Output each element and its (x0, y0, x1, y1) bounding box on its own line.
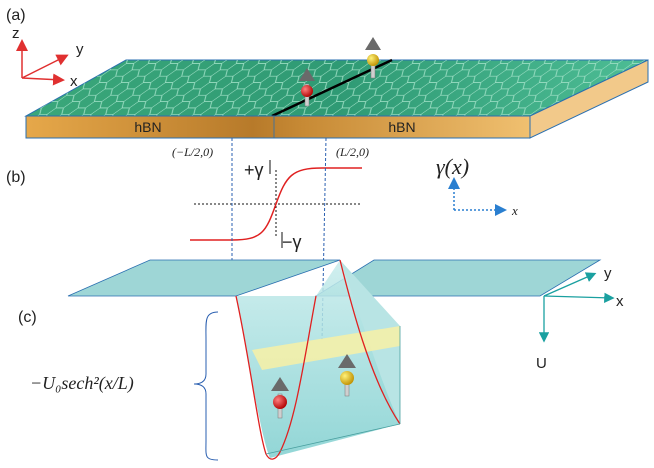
panel-label-c: (c) (18, 309, 37, 326)
gamma-minus-label: −γ (282, 232, 302, 252)
hbn-slab: hBN hBN (25, 59, 649, 139)
potential-plane (67, 259, 602, 297)
gamma-axis-x-label: x (511, 203, 518, 218)
spin-up-yellow-icon (365, 37, 381, 79)
spin-up-yellow-icon (338, 354, 356, 397)
guide-line-right (321, 137, 327, 341)
gamma-axes: γ(x) x (436, 154, 518, 218)
formula-text: −U₀sech²(x/L) (30, 373, 134, 394)
axis-label-z: z (12, 25, 20, 42)
axis-c-label-x: x (616, 293, 624, 310)
axis-label-y: y (76, 41, 84, 58)
hbn-label-right: hBN (388, 119, 415, 135)
gamma-profile-plot: +γ −γ (190, 160, 362, 252)
spin-up-red-icon (271, 377, 289, 419)
gamma-plus-label: +γ (244, 160, 264, 180)
potential-well (235, 259, 401, 460)
panel-label-b: (b) (6, 169, 26, 186)
position-label-left: (−L/2,0) (172, 145, 213, 159)
potential-formula: −U₀sech²(x/L) (30, 373, 134, 394)
position-label-right: (L/2,0) (336, 145, 369, 159)
hexagon-lattice-icon (26, 60, 648, 116)
gamma-function-label: γ(x) (436, 154, 469, 179)
axes-a: z y x (12, 25, 84, 90)
axis-c-label-u: U (536, 355, 547, 372)
graphene-sheet (24, 58, 649, 118)
hbn-label-left: hBN (134, 119, 161, 135)
axis-c-label-y: y (604, 265, 612, 282)
spin-up-red-icon (299, 68, 315, 107)
panel-label-a: (a) (6, 7, 26, 24)
formula-prefix: −U₀sech²(x/L) (30, 373, 134, 394)
axes-c: y x U (536, 265, 624, 372)
brace-icon (193, 311, 219, 461)
axis-label-x: x (70, 73, 78, 90)
